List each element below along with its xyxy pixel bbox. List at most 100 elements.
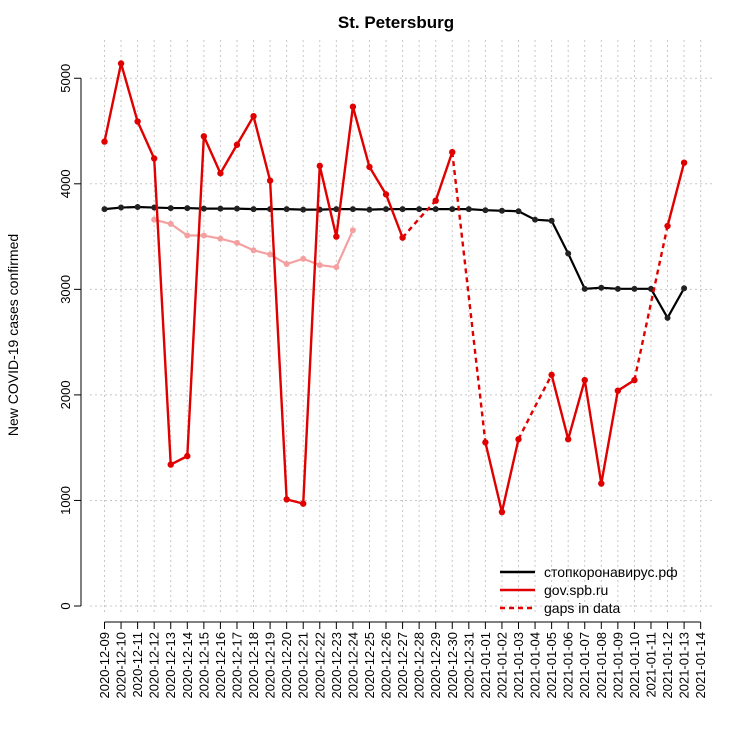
x-tick-label: 2020-12-29 [428, 632, 443, 699]
red-series-point [266, 177, 274, 184]
legend-label: стопкоронавирус.рф [544, 564, 678, 580]
black-series-point [449, 206, 456, 213]
red-series-point [134, 118, 141, 125]
black-series-point [614, 285, 621, 292]
x-tick-label: 2020-12-21 [296, 632, 311, 699]
black-series-point [118, 204, 125, 211]
black-series-point [432, 206, 439, 213]
red-series-point [432, 197, 439, 204]
red-series-point [664, 222, 671, 230]
black-series-point [167, 205, 174, 212]
black-series-point [399, 206, 406, 213]
red-series-point [217, 170, 224, 177]
faded-series-point [316, 262, 323, 269]
black-series-point [233, 205, 240, 212]
red-series-point [150, 155, 158, 162]
black-series-point [383, 206, 390, 213]
gap-segment-line [451, 151, 487, 443]
black-series-point [366, 206, 373, 213]
x-tick-label: 2021-01-10 [627, 632, 642, 699]
x-tick-label: 2020-12-13 [163, 632, 178, 699]
red-series-point [200, 133, 208, 140]
red-series-line [550, 374, 636, 485]
chart-title: St. Petersburg [338, 13, 454, 32]
faded-series-point [250, 247, 257, 254]
x-tick-label: 2020-12-25 [362, 632, 377, 699]
x-tick-label: 2020-12-19 [263, 632, 278, 699]
y-tick-label: 1000 [58, 486, 73, 515]
faded-series-point [184, 232, 191, 239]
black-series-point [681, 285, 688, 292]
x-tick-label: 2020-12-18 [246, 632, 261, 699]
x-tick-label: 2021-01-01 [478, 632, 493, 699]
x-tick-label: 2021-01-14 [693, 632, 708, 699]
x-tick-label: 2020-12-27 [395, 632, 410, 699]
faded-series-point [217, 235, 224, 242]
x-tick-label: 2020-12-31 [461, 632, 476, 699]
faded-series-point [283, 261, 290, 268]
x-tick-label: 2020-12-26 [379, 632, 394, 699]
red-series-point [680, 159, 688, 166]
faded-series-point [267, 251, 274, 258]
red-series-line [103, 62, 404, 505]
x-tick-label: 2021-01-13 [677, 632, 692, 699]
x-tick-label: 2021-01-05 [544, 632, 559, 699]
red-series-point [614, 387, 622, 394]
red-series-point [399, 234, 406, 241]
black-series-point [217, 205, 224, 212]
black-series-point [465, 206, 472, 213]
legend: стопкоронавирус.рф gov.spb.ru gaps in data [500, 564, 678, 616]
red-series-point [366, 163, 373, 171]
y-tick-label: 2000 [58, 380, 73, 409]
red-series-point [631, 376, 638, 384]
y-tick-label: 4000 [58, 169, 73, 198]
red-series-point [184, 452, 191, 460]
x-tick-label: 2020-12-24 [345, 632, 360, 699]
x-tick-label: 2021-01-06 [561, 632, 576, 699]
x-tick-label: 2020-12-12 [147, 632, 162, 699]
red-series-point [101, 138, 108, 145]
red-series-point [449, 148, 456, 156]
red-series-line [666, 162, 686, 227]
black-series-point [184, 205, 191, 212]
black-series-point [498, 207, 505, 214]
gap-segment-line [633, 225, 669, 381]
black-series-point [300, 206, 307, 213]
red-series-point [564, 436, 572, 443]
black-series-point [134, 204, 141, 211]
x-tick-label: 2020-12-15 [196, 632, 211, 699]
black-series-point [349, 206, 356, 213]
faded-series-point [151, 216, 158, 223]
black-series-point [598, 284, 605, 291]
red-series-point [167, 461, 174, 468]
black-series-point [416, 206, 423, 213]
red-series-point [382, 191, 390, 198]
axes: 2020-12-09 2020-12-10 2020-12-11 2020-12-12… [58, 64, 708, 699]
red-series-point [548, 371, 555, 379]
red-series-point [316, 162, 323, 170]
x-tick-label: 2021-01-12 [660, 632, 675, 699]
x-tick-label: 2021-01-02 [494, 632, 509, 699]
red-series-point [250, 113, 257, 120]
x-tick-label: 2020-12-22 [312, 632, 327, 699]
gridlines [90, 40, 712, 612]
black-series-line [104, 205, 686, 319]
red-series-point [482, 439, 489, 446]
black-series-point [250, 206, 257, 213]
x-tick-label: 2021-01-07 [577, 632, 592, 699]
black-series-point [515, 208, 522, 215]
red-series-point [300, 500, 307, 507]
x-tick-label: 2020-12-20 [279, 632, 294, 699]
black-series-point [581, 285, 588, 292]
x-tick-label: 2021-01-11 [643, 632, 658, 698]
x-tick-label: 2020-12-10 [114, 632, 129, 699]
red-series-line [434, 151, 454, 202]
black-series-point [200, 205, 207, 212]
x-tick-label: 2020-12-30 [445, 632, 460, 699]
black-series-point [548, 217, 555, 224]
y-tick-label: 5000 [58, 64, 73, 93]
red-series-point [283, 496, 290, 503]
red-series-point [233, 141, 241, 148]
red-series-point [515, 436, 522, 443]
